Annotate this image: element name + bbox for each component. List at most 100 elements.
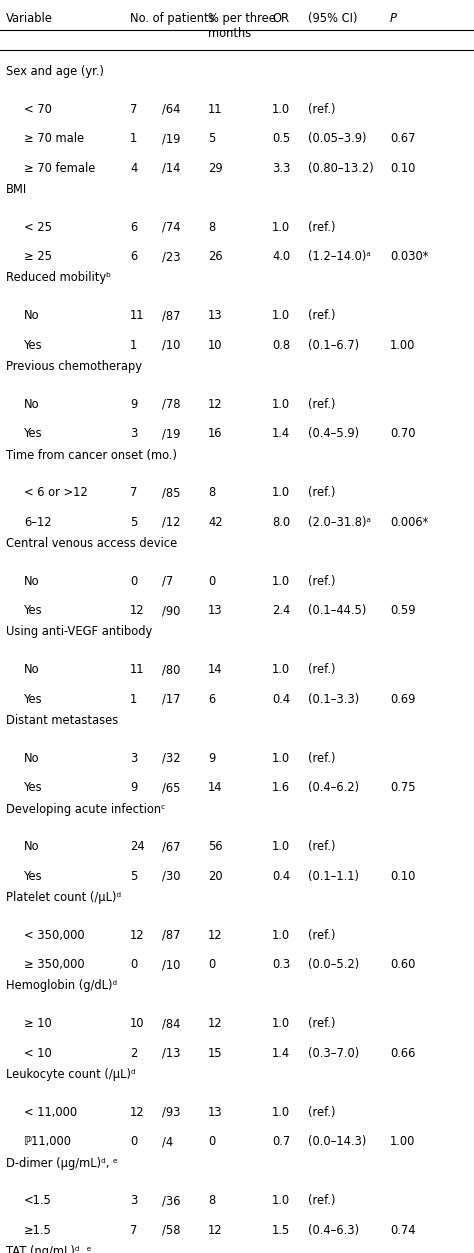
Text: 12: 12 [130,1105,145,1119]
Text: (0.1–3.3): (0.1–3.3) [308,693,359,705]
Text: 5: 5 [208,133,215,145]
Text: BMI: BMI [6,183,27,195]
Text: 8: 8 [208,486,215,499]
Text: 4.0: 4.0 [272,251,290,263]
Text: 56: 56 [208,841,223,853]
Text: 29: 29 [208,162,223,174]
Text: Yes: Yes [24,604,43,618]
Text: Sex and age (yr.): Sex and age (yr.) [6,65,104,78]
Text: (1.2–14.0)ᵃ: (1.2–14.0)ᵃ [308,251,371,263]
Text: 11: 11 [130,663,145,677]
Text: 12: 12 [130,604,145,618]
Text: 1.4: 1.4 [272,427,290,440]
Text: ≥1.5: ≥1.5 [24,1224,52,1237]
Text: 1: 1 [130,693,137,705]
Text: 5: 5 [130,870,137,883]
Text: 0: 0 [130,575,137,588]
Text: 0.006*: 0.006* [390,516,428,529]
Text: (0.05–3.9): (0.05–3.9) [308,133,366,145]
Text: 1.0: 1.0 [272,397,290,411]
Text: 2.4: 2.4 [272,604,290,618]
Text: /17: /17 [162,693,181,705]
Text: /14: /14 [162,162,181,174]
Text: Time from cancer onset (mo.): Time from cancer onset (mo.) [6,449,177,461]
Text: OR: OR [272,13,289,25]
Text: (ref.): (ref.) [308,1194,336,1207]
Text: 0.5: 0.5 [272,133,290,145]
Text: No: No [24,309,40,322]
Text: (0.0–14.3): (0.0–14.3) [308,1135,366,1148]
Text: Distant metastases: Distant metastases [6,714,118,727]
Text: 8.0: 8.0 [272,516,290,529]
Text: 16: 16 [208,427,222,440]
Text: (ref.): (ref.) [308,1017,336,1030]
Text: No: No [24,397,40,411]
Text: /10: /10 [162,959,181,971]
Text: 13: 13 [208,604,223,618]
Text: Yes: Yes [24,782,43,794]
Text: (0.1–44.5): (0.1–44.5) [308,604,366,618]
Text: Platelet count (/μL)ᵈ: Platelet count (/μL)ᵈ [6,891,121,903]
Text: 1.0: 1.0 [272,575,290,588]
Text: /32: /32 [162,752,181,764]
Text: 0.70: 0.70 [390,427,416,440]
Text: /23: /23 [162,251,181,263]
Text: (ref.): (ref.) [308,841,336,853]
Text: (0.1–6.7): (0.1–6.7) [308,338,359,352]
Text: /7: /7 [162,575,173,588]
Text: (ref.): (ref.) [308,663,336,677]
Text: (0.4–5.9): (0.4–5.9) [308,427,359,440]
Text: 0.10: 0.10 [390,162,415,174]
Text: /74: /74 [162,221,181,234]
Text: /12: /12 [162,516,181,529]
Text: 24: 24 [130,841,145,853]
Text: 8: 8 [208,221,215,234]
Text: Reduced mobilityᵇ: Reduced mobilityᵇ [6,272,111,284]
Text: Developing acute infectionᶜ: Developing acute infectionᶜ [6,802,165,816]
Text: 0.74: 0.74 [390,1224,416,1237]
Text: /19: /19 [162,133,181,145]
Text: 1: 1 [130,338,137,352]
Text: (ref.): (ref.) [308,486,336,499]
Text: 12: 12 [208,1224,223,1237]
Text: < 10: < 10 [24,1046,52,1060]
Text: 0.67: 0.67 [390,133,416,145]
Text: 0.4: 0.4 [272,693,290,705]
Text: 5: 5 [130,516,137,529]
Text: Variable: Variable [6,13,53,25]
Text: 0.69: 0.69 [390,693,415,705]
Text: No: No [24,663,40,677]
Text: 1.0: 1.0 [272,1194,290,1207]
Text: 12: 12 [130,928,145,942]
Text: /65: /65 [162,782,181,794]
Text: 12: 12 [208,1017,223,1030]
Text: < 350,000: < 350,000 [24,928,85,942]
Text: (0.80–13.2): (0.80–13.2) [308,162,374,174]
Text: 1.0: 1.0 [272,928,290,942]
Text: ℙ11,000: ℙ11,000 [24,1135,72,1148]
Text: Yes: Yes [24,693,43,705]
Text: Leukocyte count (/μL)ᵈ: Leukocyte count (/μL)ᵈ [6,1068,136,1081]
Text: 13: 13 [208,309,223,322]
Text: 26: 26 [208,251,223,263]
Text: Hemoglobin (g/dL)ᵈ: Hemoglobin (g/dL)ᵈ [6,980,117,992]
Text: 1.5: 1.5 [272,1224,290,1237]
Text: 0.8: 0.8 [272,338,290,352]
Text: 9: 9 [130,782,137,794]
Text: 42: 42 [208,516,223,529]
Text: /90: /90 [162,604,181,618]
Text: /19: /19 [162,427,181,440]
Text: ≥ 70 male: ≥ 70 male [24,133,84,145]
Text: < 70: < 70 [24,103,52,115]
Text: 0.3: 0.3 [272,959,290,971]
Text: 1.0: 1.0 [272,752,290,764]
Text: 0.7: 0.7 [272,1135,290,1148]
Text: Yes: Yes [24,870,43,883]
Text: /67: /67 [162,841,181,853]
Text: 1.0: 1.0 [272,486,290,499]
Text: No: No [24,841,40,853]
Text: 11: 11 [130,309,145,322]
Text: 3: 3 [130,1194,137,1207]
Text: 1.4: 1.4 [272,1046,290,1060]
Text: (0.4–6.3): (0.4–6.3) [308,1224,359,1237]
